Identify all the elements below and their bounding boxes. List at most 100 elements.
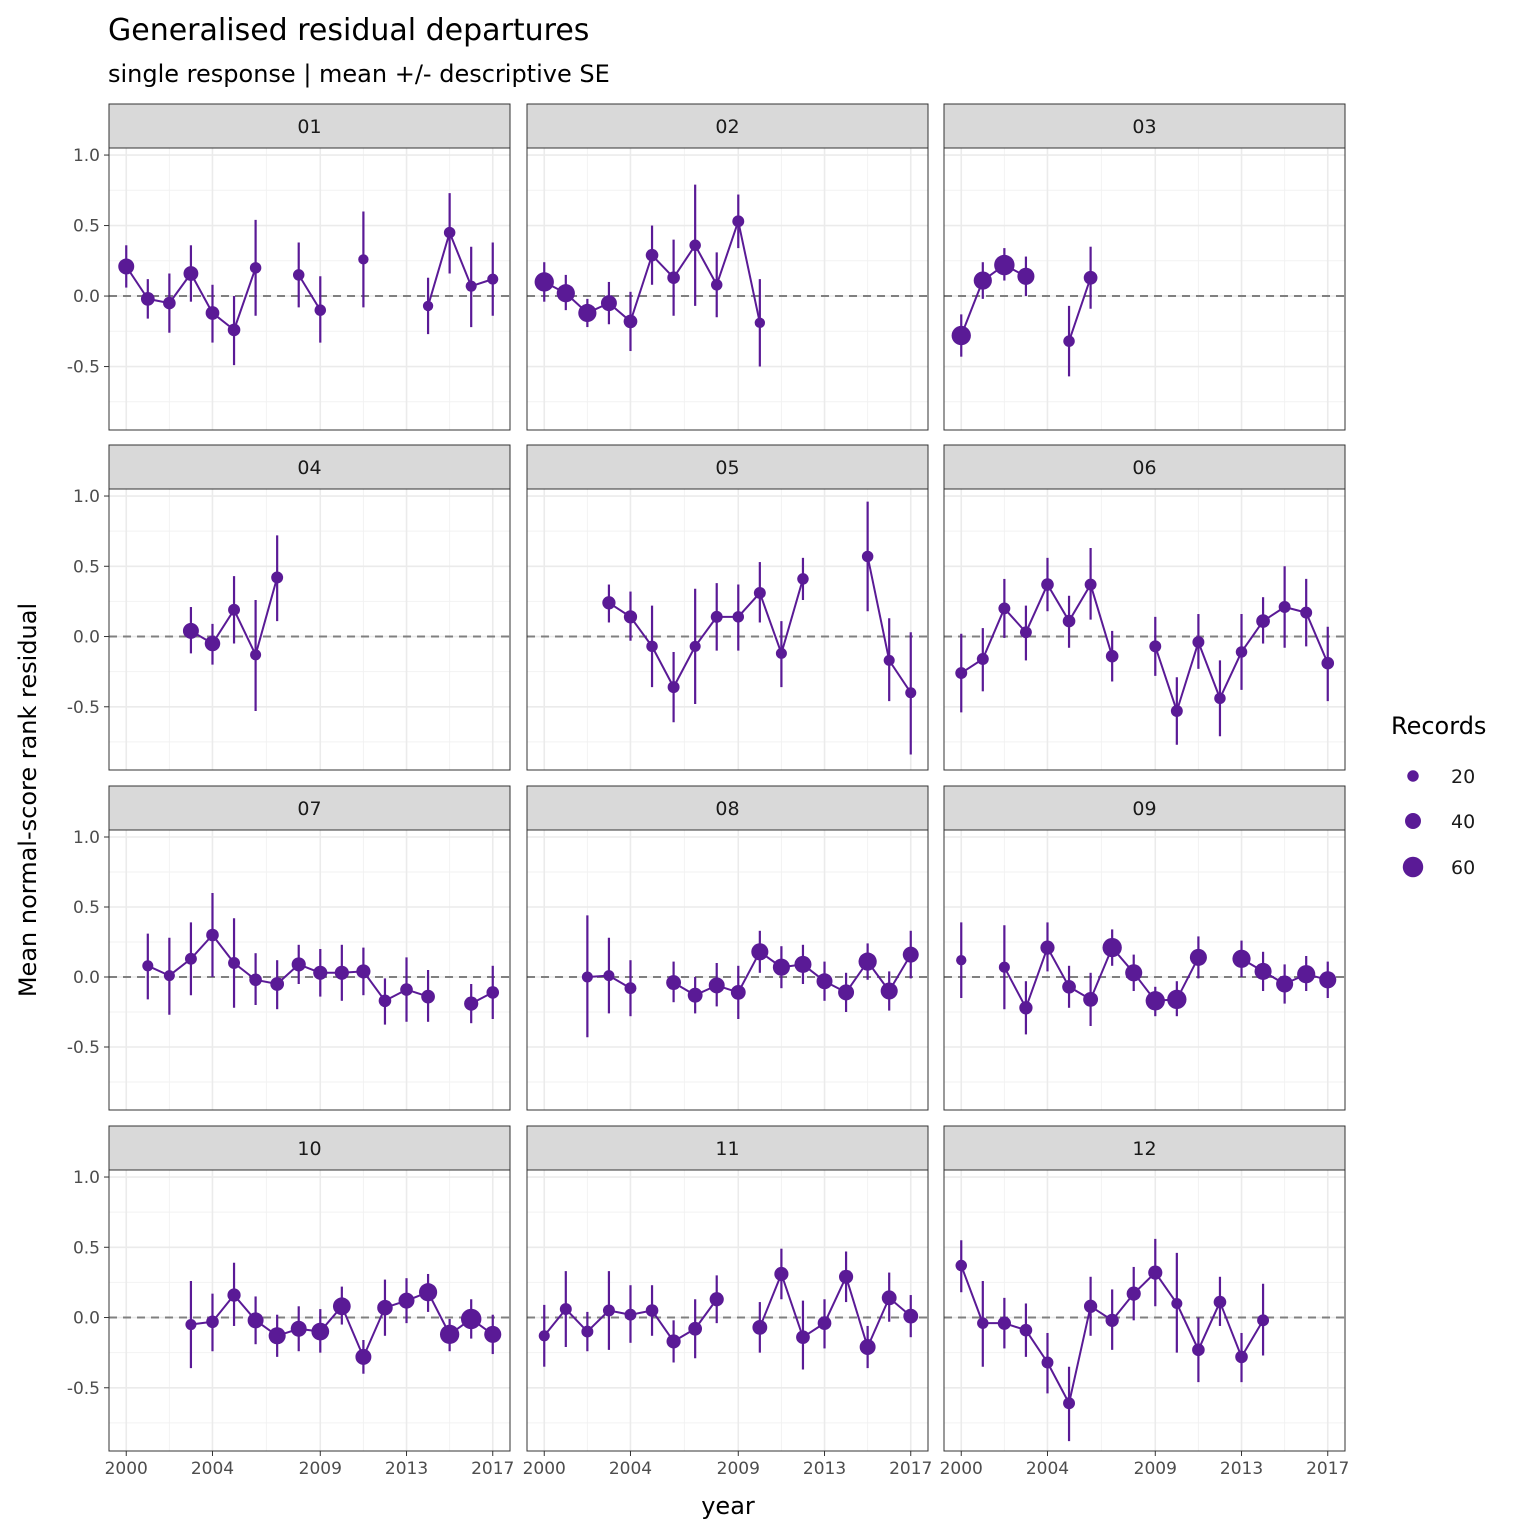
data-point [976,653,989,665]
data-point [227,323,241,337]
legend-label: 20 [1451,766,1475,788]
panel-border [526,488,929,771]
data-point [439,1324,460,1345]
data-point [861,550,874,563]
data-point [1256,614,1270,628]
data-point [1083,1299,1098,1313]
data-point [538,1330,550,1342]
data-point [838,984,855,1001]
data-point [1017,267,1035,285]
data-point [1232,949,1251,968]
data-point [1167,989,1187,1010]
panel-border [943,147,1346,431]
data-point [624,1308,637,1321]
x-tick-label: 2004 [1026,1459,1069,1479]
series-line-segment [823,1276,847,1324]
series-line-segment [1175,641,1200,712]
data-point [1062,979,1076,994]
data-point [1102,937,1122,958]
series-line-segment [1046,584,1070,622]
data-point [603,970,615,982]
data-point [752,1319,768,1335]
series-line-segment [1068,1306,1092,1404]
data-point [118,258,135,275]
data-point [1083,991,1099,1007]
series-line-segment [960,280,984,336]
series-line-segment [1068,584,1092,622]
y-tick-label: 1.0 [73,1168,100,1188]
chart-subtitle: single response | mean +/- descriptive S… [108,60,610,88]
series-line-segment [427,232,451,307]
data-point [184,952,197,965]
data-point [1063,335,1075,347]
data-point [994,254,1015,276]
panel-background [944,830,1345,1110]
data-point [730,984,746,1000]
panel-background [527,1170,928,1451]
data-point [710,279,723,291]
data-point [228,603,241,616]
facet-strip-label: 05 [715,457,739,479]
facet-strip [526,444,929,490]
data-point [1041,1356,1054,1369]
panel-border [108,829,511,1111]
data-point [559,1303,572,1316]
data-point [666,1334,681,1349]
x-tick-label: 2009 [299,1459,342,1479]
data-point [1149,640,1162,653]
series-line-segment [981,608,1006,660]
facet-strip-label: 09 [1132,798,1156,820]
data-point [581,1325,594,1338]
panel-03: 03 [943,103,1346,431]
series-line-segment [1068,277,1092,342]
data-point [1040,940,1055,955]
data-point [880,982,898,1000]
panel-09: 09 [943,785,1346,1111]
y-tick-label: 0.0 [73,628,100,648]
series-line-segment [715,220,740,286]
data-point [1213,1295,1227,1309]
y-tick-label: 0.5 [73,217,100,237]
x-tick-label: 2009 [1134,1459,1177,1479]
data-point [666,975,682,991]
data-point [227,1288,241,1302]
panel-01: 01 [108,103,511,431]
legend-title: Records [1391,712,1486,740]
series-line-segment [448,232,473,287]
panel-background [109,1170,510,1451]
facet-strip-label: 04 [297,457,321,479]
panel-border [108,1169,511,1452]
data-point [1300,606,1313,619]
panel-background [944,1170,1345,1451]
series-line-segment [1154,646,1178,712]
y-tick-label: 0.5 [73,1238,100,1258]
data-point [977,1317,989,1329]
panel-background [109,489,510,770]
facet-strip-label: 02 [715,116,739,138]
data-point [377,1299,393,1316]
data-point [709,1292,724,1307]
series-line-segment [297,274,322,311]
series-line-segment [672,244,696,279]
series-line-segment [866,1297,891,1348]
data-point [903,1308,919,1324]
series-line-segment [233,267,257,331]
x-tick-label: 2013 [803,1459,846,1479]
legend: Records 20 40 60 [1391,712,1486,879]
facet-strip-label: 10 [297,1138,321,1160]
x-tick-label: 2017 [889,1459,932,1479]
data-point [1063,1397,1076,1410]
x-tick-label: 2000 [105,1459,148,1479]
data-point [774,1266,789,1282]
data-point [206,928,219,942]
legend-key-60 [1402,856,1424,878]
data-point [710,610,723,623]
series-line-segment [1175,1303,1200,1351]
panel-border [526,1169,929,1452]
facet-strip [108,444,511,490]
data-point [1084,578,1097,591]
x-tick-label: 2017 [471,1459,514,1479]
data-point [1257,1314,1270,1327]
data-point [270,977,285,991]
data-point [1214,692,1226,705]
